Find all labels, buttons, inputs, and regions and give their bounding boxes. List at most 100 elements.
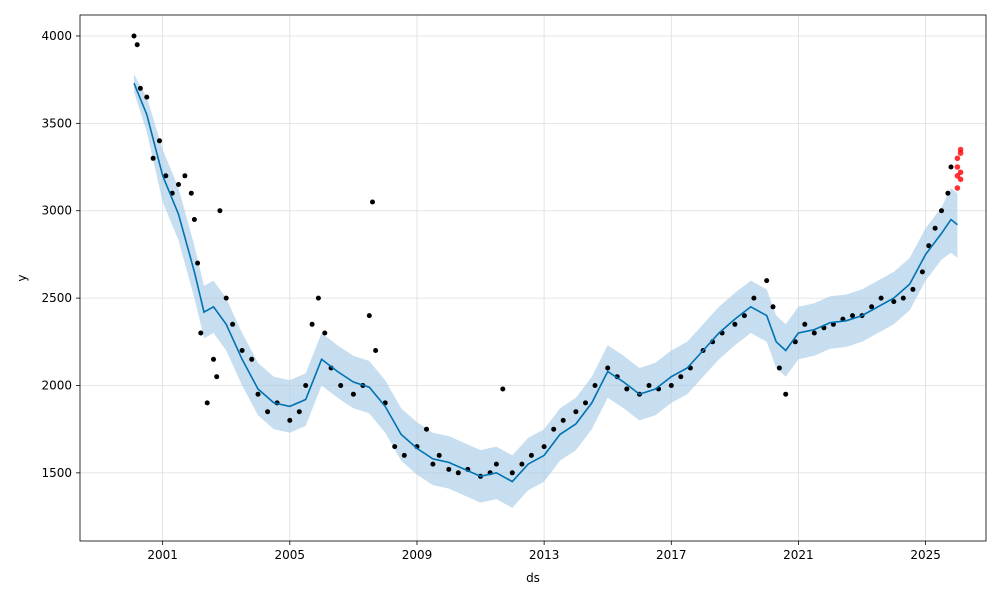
observed-point [919,269,925,275]
observed-point [732,321,738,327]
observed-point [239,348,245,353]
observed-point [910,286,916,292]
y-tick-label: 2000 [41,378,72,392]
forecast-line [133,82,958,483]
x-axis: 2001 2005 2009 2013 2017 2021 2025 [147,541,941,562]
observed-point [322,330,328,336]
observed-point [150,155,156,161]
forecast-line-group [133,82,958,483]
observed-point [309,321,315,327]
observed-point [446,466,452,472]
observed-point [392,444,398,450]
y-tick-label: 1500 [41,466,72,480]
observed-point [792,339,798,345]
observed-point [230,321,236,327]
observed-point [249,356,255,362]
observed-point [605,365,611,371]
observed-point [424,426,429,432]
observed-point [802,321,808,327]
observed-point [195,260,201,266]
observed-point [296,409,302,415]
observed-point [255,391,261,397]
observed-point [401,452,407,458]
observed-point [198,330,204,336]
observed-point [265,409,271,415]
anomaly-point [957,169,964,176]
observed-point [509,470,515,476]
x-tick-label: 2009 [402,548,433,562]
observed-point [891,299,897,305]
observed-point [137,85,143,91]
observed-point [217,208,223,214]
observed-point [878,295,884,301]
observed-point [770,304,776,310]
observed-point [764,278,770,284]
observed-point [176,182,181,187]
observed-point [932,225,938,231]
observed-point [624,386,630,392]
y-tick-label: 3500 [41,116,72,130]
observed-point [519,461,525,467]
y-axis-label: y [15,274,29,281]
x-axis-label: ds [526,571,540,585]
observed-point [783,391,789,397]
observed-point [592,383,598,388]
observed-point [338,383,344,388]
observed-point [455,470,461,476]
observed-point [776,365,782,371]
observed-point [287,417,293,423]
observed-point [528,452,534,458]
observed-point [945,190,951,196]
observed-point [144,94,150,100]
observed-point [188,190,194,196]
observed-point [551,426,557,432]
observed-point [191,217,197,222]
y-axis: 1500 2000 2500 3000 3500 4000 [41,29,80,480]
observed-point [573,409,579,415]
observed-point [741,313,747,319]
observed-point [811,330,817,336]
x-tick-label: 2001 [147,548,178,562]
observed-point [583,400,588,406]
observed-point [366,313,372,319]
observed-point [223,295,229,301]
observed-point [850,313,855,319]
observed-point [163,173,169,179]
observed-point [370,199,375,205]
x-tick-label: 2017 [656,548,687,562]
anomaly-point [954,164,961,170]
observed-point [500,386,506,392]
observed-point [303,383,309,388]
observed-point [948,164,954,170]
x-tick-label: 2025 [910,548,941,562]
observed-point [134,42,140,48]
anomaly-point [954,155,961,162]
observed-point [646,383,652,388]
anomaly-point [957,146,964,153]
x-tick-label: 2005 [275,548,306,562]
observed-point [678,374,684,380]
observed-point [869,304,875,310]
observed-point [373,348,379,353]
y-tick-label: 2500 [41,291,72,305]
y-tick-label: 3000 [41,204,72,218]
x-tick-label: 2013 [529,548,560,562]
observed-point [668,383,674,388]
observed-point [430,461,436,467]
observed-point [204,400,210,406]
observed-point [751,295,757,301]
observed-point [541,444,547,450]
observed-point [315,295,321,301]
observed-point [900,295,906,301]
observed-point [350,391,356,397]
y-tick-label: 4000 [41,29,72,43]
anomaly-point [954,185,961,191]
observed-point [926,243,932,249]
observed-point [560,417,566,423]
anomaly-points [954,146,964,191]
x-tick-label: 2021 [783,548,814,562]
observed-point [214,374,220,380]
observed-point [493,461,499,467]
observed-point [211,356,216,362]
